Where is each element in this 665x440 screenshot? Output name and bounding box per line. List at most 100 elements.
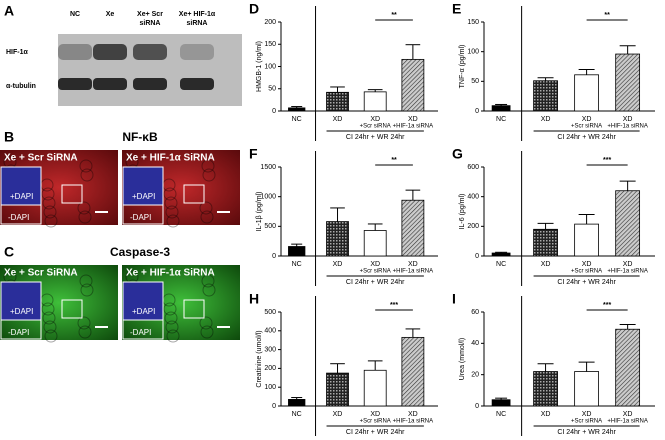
x-tick-sublabel: +HIF-1a siRNA [607,269,648,275]
cell [166,329,180,343]
cell [80,168,94,182]
cell [199,316,213,330]
cell [163,302,177,316]
cell [43,320,57,334]
y-tick-label: 1000 [260,194,276,201]
blot-band [133,78,167,90]
blot-column-label: Xe [106,11,115,18]
x-tick-label: XD [582,411,592,418]
x-tick-sublabel: +HIF-1a siRNA [393,269,434,275]
bar [288,399,306,407]
inset [0,281,42,321]
blot-band [133,44,167,60]
x-tick-label: XD [370,261,380,268]
x-tick-label: NC [496,116,506,123]
inset-label: +DAPI [10,192,33,201]
y-tick-label: 200 [467,223,479,230]
bar [574,74,599,112]
y-tick-label: 600 [467,164,479,171]
significance-label: ** [604,12,610,19]
x-tick-label: XD [408,261,418,268]
y-tick-label: 500 [264,309,276,316]
blot-band [180,44,214,60]
x-tick-label: NC [292,116,302,123]
x-tick-sublabel: +HIF-1a siRNA [393,124,434,130]
y-tick-label: 0 [475,108,479,115]
bar [533,228,558,257]
inset [122,204,164,225]
x-tick-label: XD [408,411,418,418]
cell [79,159,93,173]
x-tick-label: XD [582,116,592,123]
bar [326,372,349,407]
bar [533,80,558,112]
y-tick-label: 100 [264,384,276,391]
y-axis-title: TNF-α (pg/ml) [459,45,466,89]
cell [166,214,180,228]
y-tick-label: 100 [467,49,479,56]
x-tick-label: XD [333,411,343,418]
x-tick-label: NC [292,261,302,268]
cell [202,168,216,182]
significance-label: ** [391,157,397,164]
blot-row-label: HIF-1α [6,49,29,56]
panel-letter: E [452,1,461,17]
group-label: CI 24hr + WR 24hr [557,279,616,286]
image-title: Xe + Scr SiRNA [4,268,78,279]
inset [0,204,42,225]
bar [533,371,558,407]
cell [201,274,215,288]
bar [363,369,387,407]
blot-row-label: α-tubulin [6,83,36,90]
cell [164,196,178,210]
cell [200,210,214,224]
y-tick-label: 150 [467,19,479,26]
cell [78,325,92,339]
blot-band [58,44,92,60]
panel-letter: D [249,1,259,17]
panel-title: Caspase-3 [110,245,170,259]
cell [79,274,93,288]
cell [201,159,215,173]
x-tick-label: XD [370,411,380,418]
bar [401,336,425,407]
y-tick-label: 400 [467,194,479,201]
inset [0,319,42,340]
panel-letter: I [452,291,456,307]
group-label: CI 24hr + WR 24hr [557,429,616,436]
x-tick-sublabel: +Scr siRNA [360,269,391,275]
panel-letter: C [4,244,14,260]
cell [164,311,178,325]
inset [122,166,164,206]
group-label: CI 24hr + WR 24hr [557,134,616,141]
y-tick-label: 500 [264,223,276,230]
x-tick-label: XD [333,116,343,123]
y-tick-label: 200 [264,365,276,372]
y-tick-label: 40 [471,340,479,347]
significance-label: *** [390,302,398,309]
x-tick-label: XD [370,116,380,123]
cell [78,210,92,224]
blot-column-label: siRNA [139,20,160,27]
cell [41,302,55,316]
y-tick-label: 0 [475,403,479,410]
blot-band [180,78,214,90]
x-tick-label: XD [623,411,633,418]
bar [363,230,387,257]
y-tick-label: 150 [264,41,276,48]
x-tick-sublabel: +Scr siRNA [571,419,602,425]
inset-label: +DAPI [132,307,155,316]
inset-label: -DAPI [130,213,151,222]
x-tick-sublabel: +Scr siRNA [360,419,391,425]
x-tick-label: NC [292,411,302,418]
bar [401,199,425,257]
inset-label: -DAPI [130,328,151,337]
inset [122,281,164,321]
x-tick-label: NC [496,411,506,418]
x-tick-label: XD [541,261,551,268]
cell [163,187,177,201]
y-axis-title: Urea (mmol/l) [459,338,466,380]
inset-label: +DAPI [10,307,33,316]
significance-label: ** [391,12,397,19]
x-tick-label: XD [623,261,633,268]
